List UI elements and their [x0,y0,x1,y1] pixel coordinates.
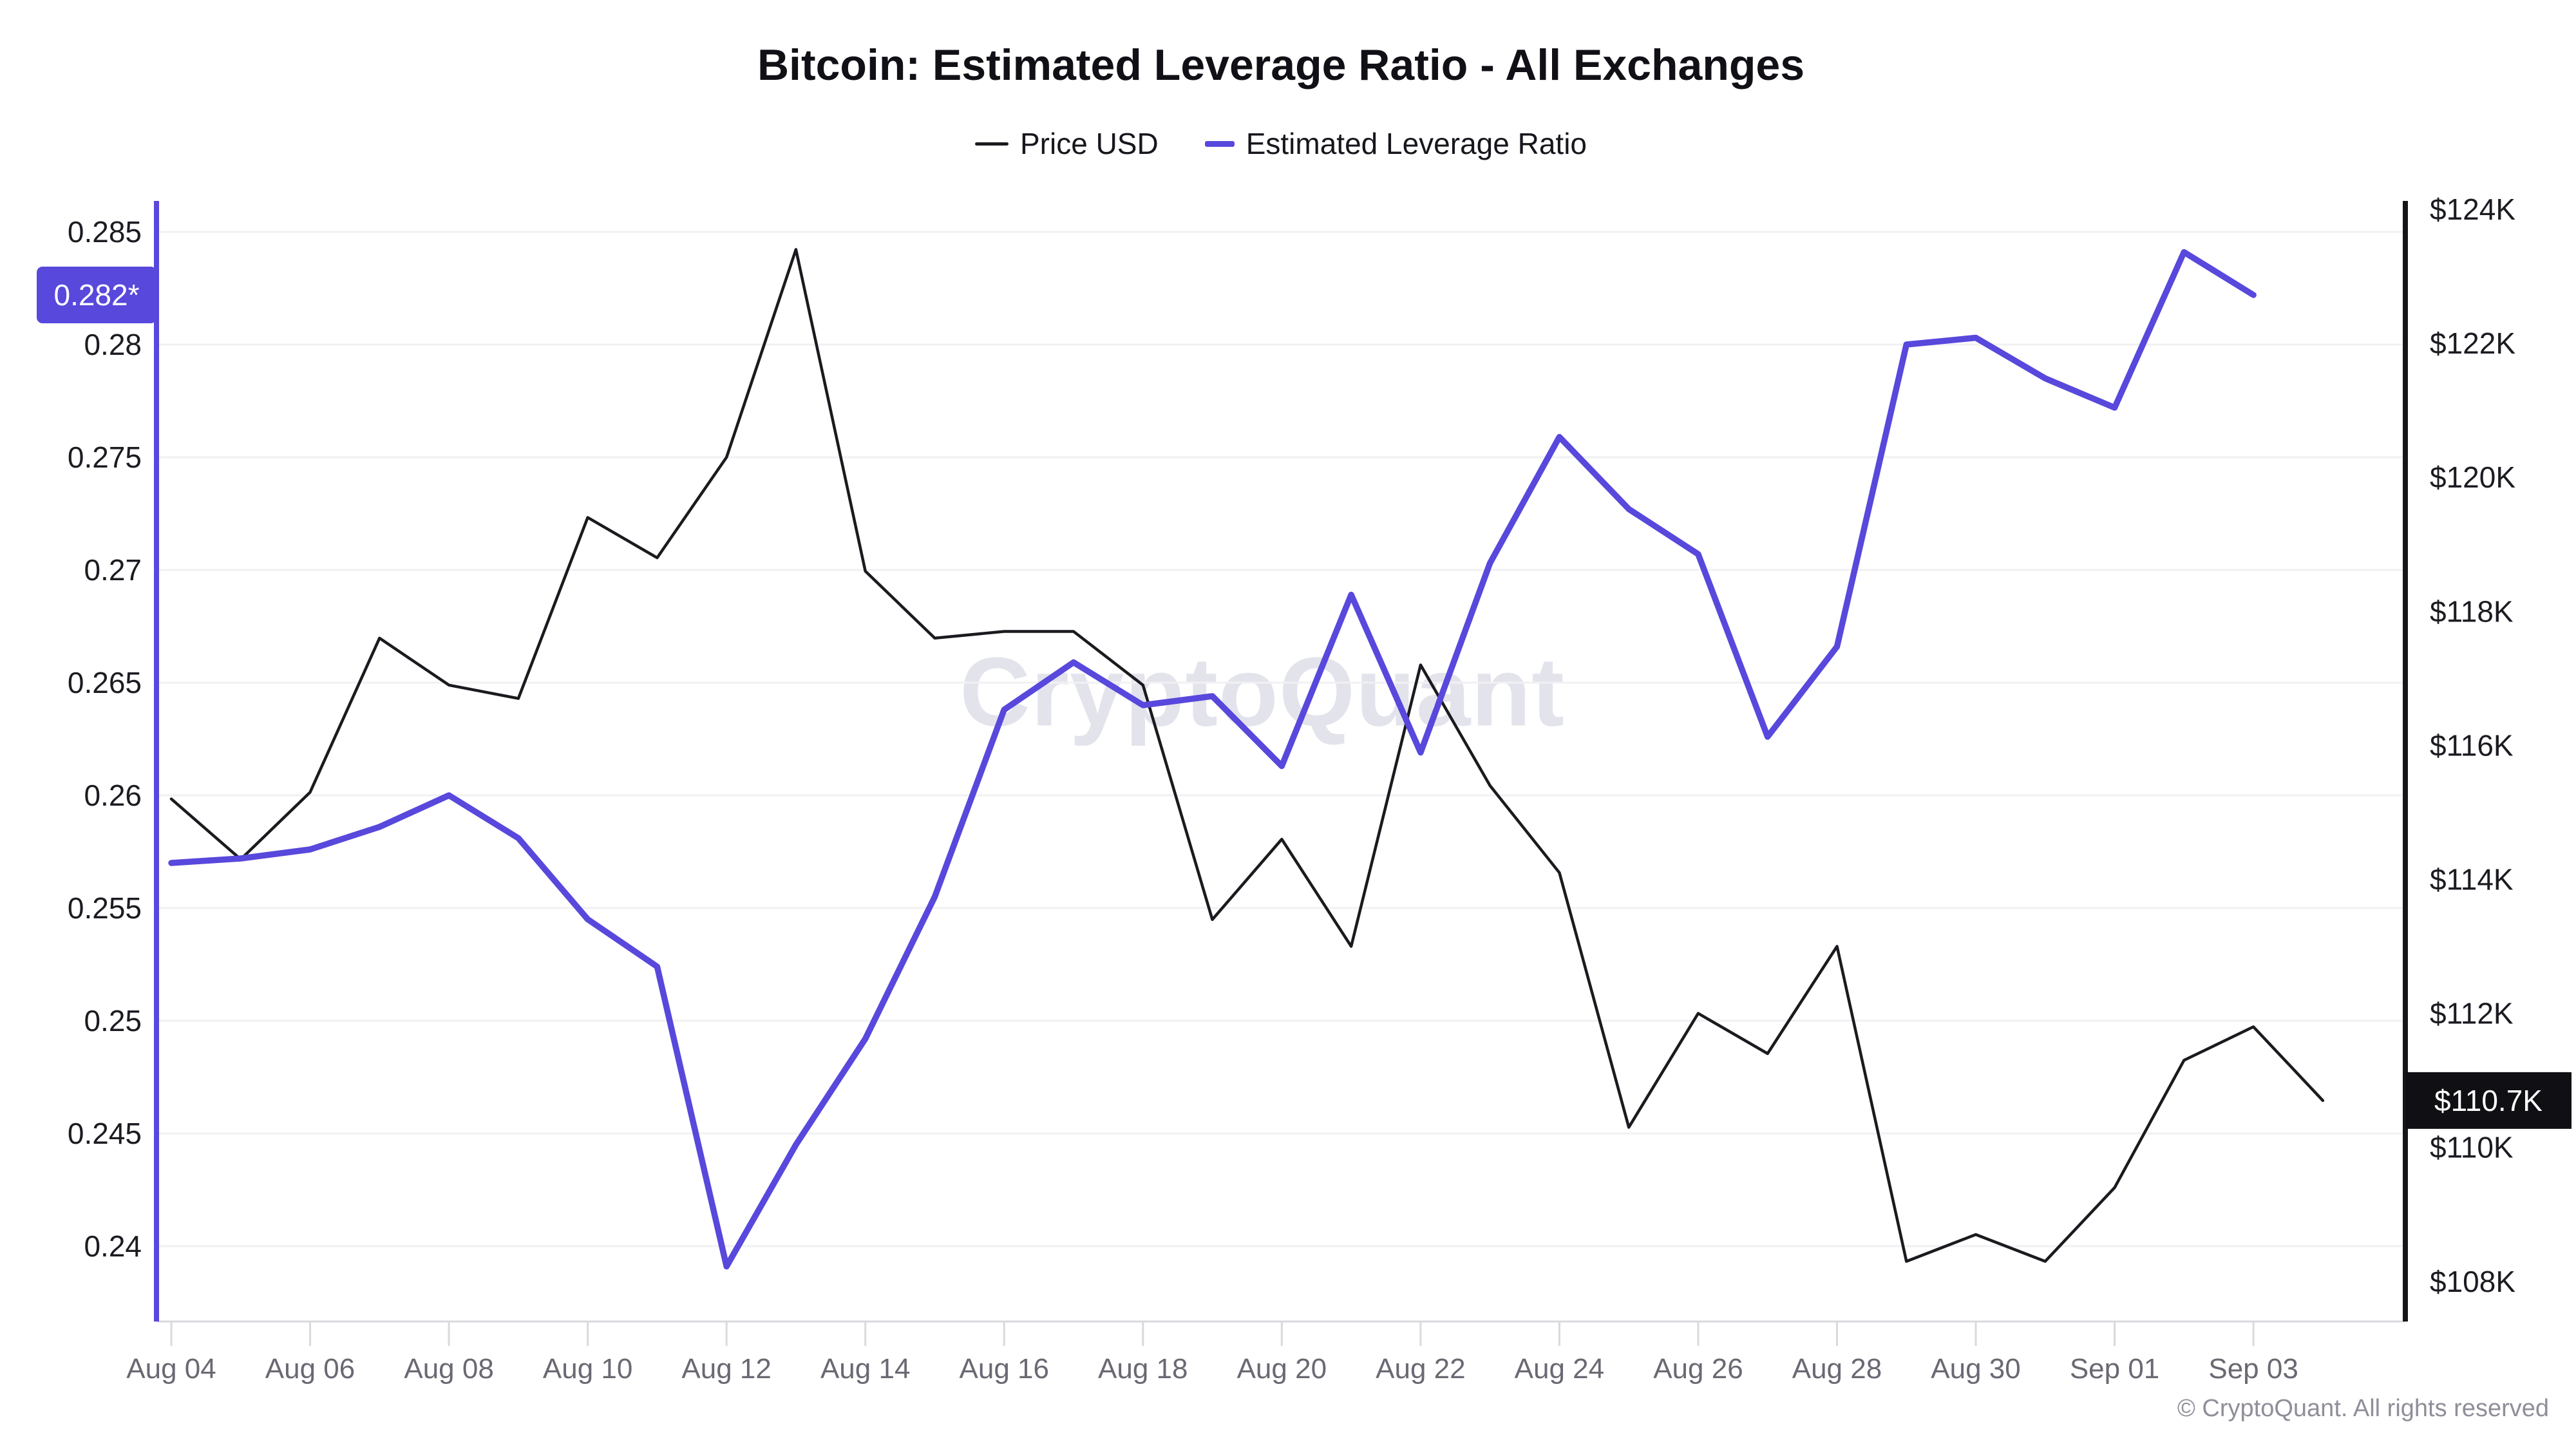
legend: Price USD Estimated Leverage Ratio [156,126,2405,161]
price-current-badge [2405,1072,2571,1129]
x-tick-label: Aug 14 [820,1353,910,1385]
right-axis-tick-label: $118K [2430,594,2514,628]
left-axis-tick-label: 0.25 [84,1004,142,1037]
left-axis-tick-label: 0.285 [68,215,142,249]
left-axis-tick-label: 0.27 [84,553,142,587]
x-tick-label: Aug 08 [404,1353,493,1385]
left-axis-tick-label: 0.245 [68,1117,142,1150]
x-tick-label: Aug 10 [543,1353,632,1385]
price-line [169,248,2325,1263]
x-tick-label: Aug 20 [1237,1353,1327,1385]
x-tick-label: Aug 22 [1376,1353,1465,1385]
elr-current-badge [37,267,156,323]
x-tick-label: Aug 18 [1098,1353,1188,1385]
left-axis-tick-label: 0.265 [68,666,142,699]
elr-line [168,249,2257,1270]
x-tick-label: Aug 16 [960,1353,1049,1385]
legend-label-price-usd: Price USD [1019,127,1159,160]
right-axis-tick-label: $124K [2430,193,2515,226]
estimated-leverage-ratio-swatch-icon [1204,140,1235,147]
x-tick-label: Aug 24 [1515,1353,1604,1385]
legend-label-estimated-leverage-ratio: Estimated Leverage Ratio [1245,127,1587,160]
legend-item-estimated-leverage-ratio[interactable]: Estimated Leverage Ratio [1204,126,1587,161]
price-usd-swatch-icon [974,142,1009,146]
left-axis-tick-label: 0.275 [68,440,142,474]
left-axis-tick-label: 0.255 [68,891,142,925]
x-tick-label: Aug 04 [126,1353,216,1385]
right-axis-tick-label: $110K [2430,1131,2514,1164]
right-axis-tick-label: $116K [2430,728,2514,762]
chart-title: Bitcoin: Estimated Leverage Ratio - All … [757,41,1805,90]
x-tick-label: Aug 30 [1931,1353,2020,1385]
right-axis-tick-label: $122K [2430,327,2515,360]
left-axis-tick-label: 0.24 [84,1229,142,1263]
right-axis-tick-label: $108K [2430,1265,2515,1298]
left-axis-tick-label: 0.28 [84,328,142,361]
x-tick-label: Aug 28 [1792,1353,1882,1385]
x-tick-label: Sep 01 [2070,1353,2159,1385]
elr-current-badge-label: 0.282* [53,278,139,312]
x-tick-label: Aug 06 [265,1353,355,1385]
right-axis-tick-label: $112K [2430,997,2514,1030]
x-tick-label: Sep 03 [2208,1353,2298,1385]
copyright-text: © CryptoQuant. All rights reserved [2177,1395,2549,1422]
x-tick-label: Aug 26 [1653,1353,1743,1385]
cryptoquant-watermark: CryptoQuant [960,637,1565,747]
legend-item-price-usd[interactable]: Price USD [974,126,1159,161]
left-axis-tick-label: 0.26 [84,779,142,812]
price-current-badge-label: $110.7K [2434,1084,2543,1117]
right-axis-tick-label: $120K [2430,460,2515,494]
right-axis-tick-label: $114K [2430,863,2514,896]
x-tick-label: Aug 12 [681,1353,771,1385]
